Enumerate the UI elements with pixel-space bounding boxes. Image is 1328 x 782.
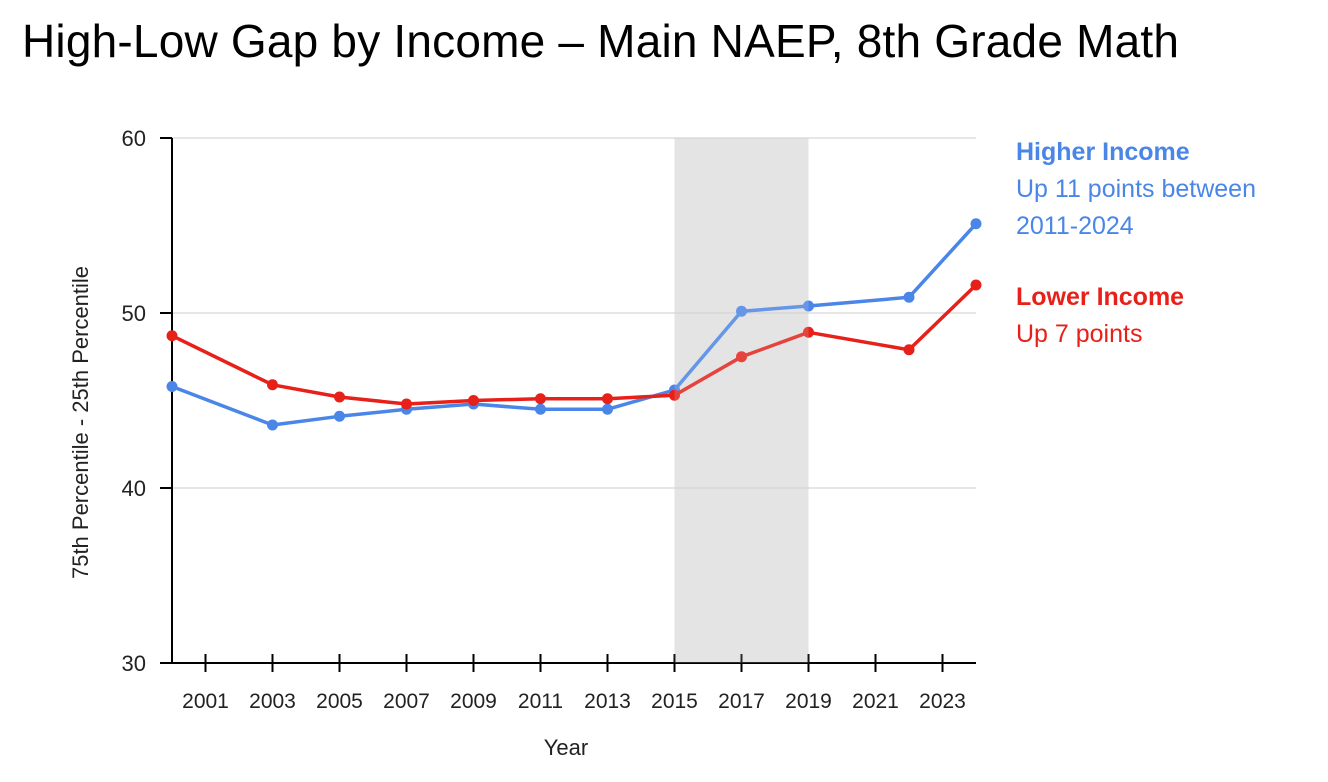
data-point-higher-2005: [334, 410, 345, 422]
data-point-higher-2011: [535, 403, 546, 415]
data-point-lower-2007: [401, 398, 412, 410]
data-point-lower-2019: [803, 326, 814, 338]
data-point-higher-2003: [267, 419, 278, 431]
x-tick-label-2005: 2005: [316, 690, 363, 713]
data-point-lower-2005: [334, 391, 345, 403]
x-tick-label-2001: 2001: [182, 690, 229, 713]
x-axis-title: Year: [544, 735, 588, 760]
x-tick-label-2019: 2019: [785, 690, 832, 713]
data-point-lower-2022: [903, 344, 915, 356]
x-tick-label-2017: 2017: [718, 690, 765, 713]
x-tick-label-2023: 2023: [919, 690, 966, 713]
legend-higher-income: Higher Income Up 11 points between 2011-…: [1016, 134, 1316, 245]
data-point-lower-2011: [535, 393, 546, 405]
x-tick-label-2011: 2011: [518, 690, 563, 713]
x-tick-label-2003: 2003: [249, 690, 296, 713]
data-point-lower-2015: [669, 389, 680, 401]
data-point-lower-2013: [602, 393, 613, 405]
legend-lower-income-name: Lower Income: [1016, 283, 1185, 311]
data-point-lower-2003: [267, 379, 278, 391]
legend-higher-income-name: Higher Income: [1016, 138, 1190, 166]
data-point-higher-2013: [602, 403, 613, 415]
data-point-higher-2017: [736, 305, 747, 317]
shaded-band: [674, 138, 809, 663]
series-line-higher-income: [170, 222, 978, 427]
y-tick-label-40: 40: [122, 476, 146, 501]
y-axis-title: 75th Percentile - 25th Percentile: [68, 266, 93, 579]
y-tick-label-50: 50: [122, 301, 146, 326]
data-point-higher-2024: [970, 218, 982, 230]
shaded-band-overlay: [674, 138, 809, 663]
y-tick-label-30: 30: [122, 651, 146, 676]
x-tick-label-2015: 2015: [651, 690, 698, 713]
data-point-lower-2009: [468, 395, 479, 406]
x-tick-label-2013: 2013: [584, 690, 631, 713]
chart-title: High-Low Gap by Income – Main NAEP, 8th …: [22, 15, 1180, 67]
x-tick-label-2009: 2009: [450, 690, 497, 713]
data-point-higher-2022: [903, 291, 915, 303]
data-point-lower-2017: [736, 351, 747, 363]
data-point-lower-2024: [970, 279, 982, 291]
x-tick-label-2007: 2007: [383, 690, 430, 713]
series-line-lower-income: [170, 283, 978, 406]
x-tick-label-2021: 2021: [852, 690, 899, 713]
legend-higher-income-desc: Up 11 points between 2011-2024: [1016, 175, 1256, 240]
data-point-lower-2000: [166, 330, 178, 342]
data-point-higher-2019: [803, 300, 814, 312]
data-point-higher-2000: [166, 381, 178, 392]
legend-lower-income: Lower Income Up 7 points: [1016, 279, 1316, 353]
legend-lower-income-desc: Up 7 points: [1016, 320, 1143, 348]
y-tick-label-60: 60: [122, 126, 146, 151]
